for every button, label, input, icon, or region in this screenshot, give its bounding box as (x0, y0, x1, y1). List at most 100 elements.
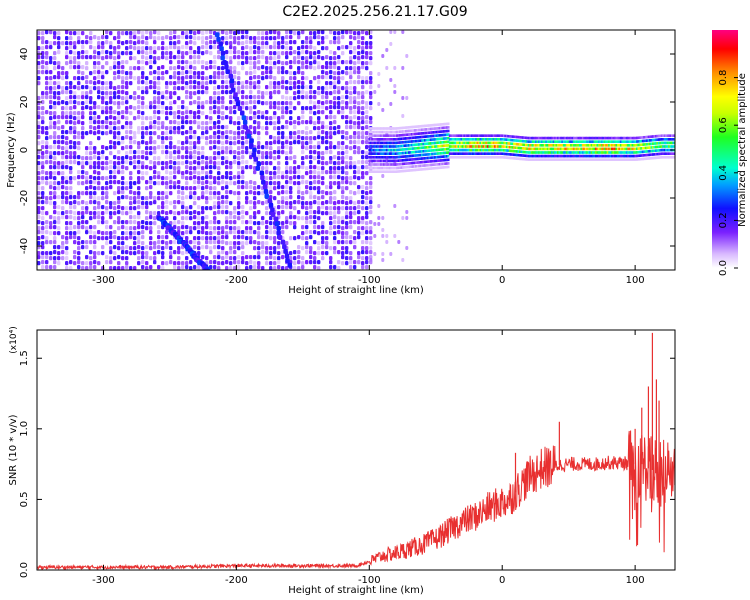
noise-cell (89, 191, 93, 196)
noise-cell (325, 75, 329, 80)
noise-cell (49, 81, 53, 86)
noise-cell (325, 150, 329, 155)
noise-cell (273, 230, 277, 235)
signal-cell (456, 138, 459, 141)
noise-cell (193, 215, 197, 220)
signal-cell (485, 156, 488, 159)
noise-cell (133, 220, 137, 225)
noise-cell (105, 131, 109, 136)
noise-cell (41, 60, 45, 65)
signal-cell (409, 158, 412, 161)
noise-cell (57, 65, 61, 70)
noise-cell (113, 170, 117, 175)
noise-cell (173, 216, 177, 221)
signal-cell (407, 147, 411, 151)
noise-cell (77, 201, 81, 206)
signal-cell (589, 144, 592, 147)
noise-cell (37, 226, 41, 231)
signal-cell (511, 156, 514, 160)
noise-cell (341, 130, 345, 135)
signal-cell (437, 141, 440, 144)
noise-cell (289, 170, 293, 175)
signal-cell (571, 154, 574, 158)
noise-cell (213, 91, 217, 96)
noise-cell (181, 141, 185, 146)
noise-cell (73, 255, 77, 260)
signal-cell (369, 148, 373, 152)
signal-cell (372, 148, 375, 152)
noise-cell (49, 215, 53, 220)
noise-cell (369, 241, 373, 246)
noise-cell (153, 251, 157, 256)
noise-cell (129, 45, 133, 50)
noise-cell (305, 40, 309, 45)
noise-cell (85, 186, 89, 191)
noise-cell (329, 211, 333, 216)
noise-cell (225, 36, 229, 41)
noise-cell (277, 140, 281, 145)
noise-cell (277, 251, 281, 256)
signal-cell (495, 134, 498, 137)
noise-cell (101, 131, 105, 136)
noise-cell (141, 176, 145, 181)
noise-cell (157, 76, 161, 81)
noise-cell (241, 160, 245, 165)
signal-cell (551, 136, 554, 140)
noise-cell (201, 151, 205, 156)
noise-cell (313, 251, 317, 256)
noise-cell (237, 235, 241, 240)
signal-cell (498, 141, 501, 145)
noise-cell (117, 61, 121, 66)
signal-cell (412, 136, 415, 140)
noise-cell (69, 126, 73, 131)
signal-cell (526, 154, 529, 158)
signal-cell (416, 143, 419, 146)
signal-cell (488, 148, 491, 152)
noise-cell (305, 206, 309, 211)
signal-cell (444, 147, 447, 151)
noise-cell (333, 126, 337, 131)
noise-cell (113, 65, 117, 70)
noise-cell (221, 200, 225, 205)
signal-cell (399, 134, 402, 137)
noise-cell (157, 171, 161, 176)
noise-cell (317, 50, 321, 55)
noise-cell (333, 246, 337, 251)
noise-cell (97, 165, 101, 170)
signal-cell (603, 147, 606, 151)
signal-cell (476, 134, 479, 137)
noise-cell (77, 170, 81, 175)
noise-cell (225, 235, 229, 240)
noise-cell (149, 256, 153, 261)
noise-cell (249, 61, 253, 66)
signal-cell (605, 147, 608, 151)
signal-cell (445, 165, 449, 169)
noise-cell (125, 236, 129, 241)
noise-cell (149, 195, 153, 200)
noise-cell (341, 200, 345, 205)
signal-cell (562, 136, 566, 140)
noise-cell (361, 50, 365, 55)
signal-cell (388, 134, 392, 137)
noise-cell (345, 225, 349, 230)
signal-cell (513, 142, 516, 146)
noise-cell (369, 120, 373, 125)
noise-cell (125, 121, 129, 126)
signal-cell (551, 154, 554, 158)
noise-cell (297, 80, 301, 85)
noise-cell (229, 150, 233, 155)
noise-cell (205, 126, 209, 131)
noise-cell (353, 165, 357, 170)
noise-cell (177, 130, 181, 135)
noise-cell (165, 261, 169, 266)
noise-cell (93, 211, 97, 216)
signal-cell (573, 136, 576, 140)
noise-cell (217, 251, 221, 256)
noise-cell (173, 161, 177, 166)
noise-cell (77, 241, 81, 246)
noise-cell (105, 241, 109, 246)
signal-cell (385, 127, 389, 130)
signal-cell (504, 149, 507, 152)
signal-cell (608, 158, 611, 161)
noise-cell (293, 106, 297, 111)
